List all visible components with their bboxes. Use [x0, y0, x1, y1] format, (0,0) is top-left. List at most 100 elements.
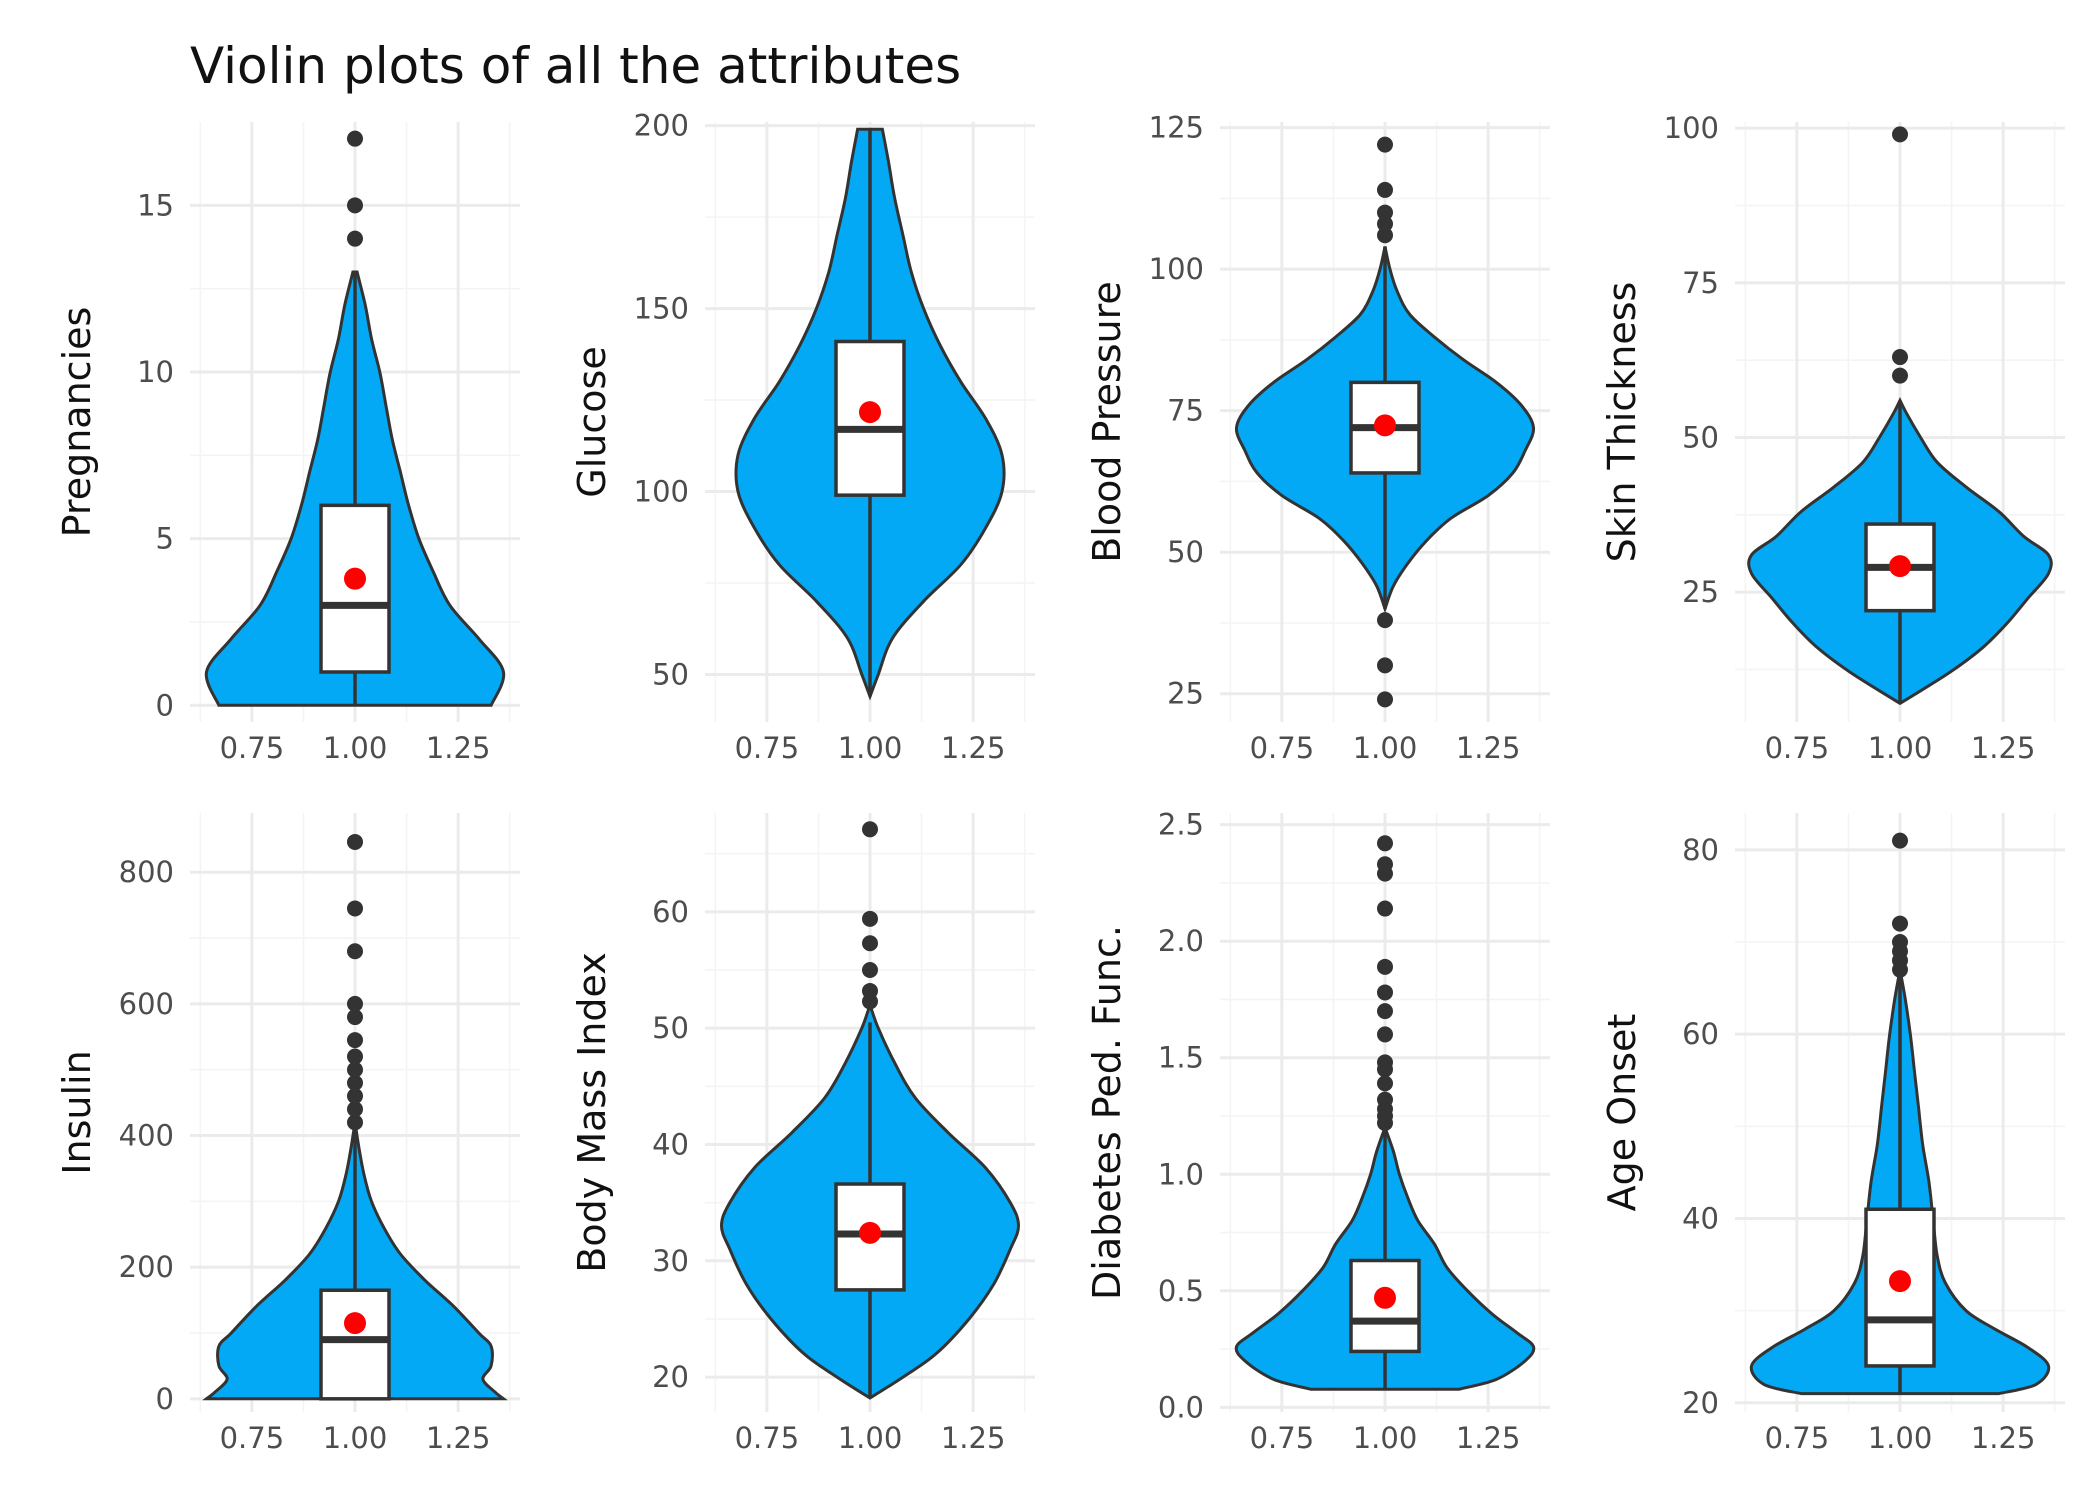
outlier-point: [1892, 367, 1908, 384]
y-tick-label: 50: [1167, 535, 1204, 569]
y-tick-label: 200: [119, 1250, 174, 1284]
y-tick-label: 40: [652, 1127, 689, 1161]
x-tick-label: 1.00: [838, 731, 903, 765]
outlier-point: [347, 1088, 363, 1105]
outlier-point: [862, 821, 878, 838]
y-tick-label: 600: [119, 987, 174, 1021]
outlier-point: [347, 1009, 363, 1026]
x-tick-label: 1.25: [1456, 731, 1521, 765]
y-tick-label: 20: [652, 1360, 689, 1394]
outlier-point: [1892, 126, 1908, 143]
mean-point: [859, 401, 881, 424]
box-iqr: [319, 503, 391, 674]
mean-point: [1374, 414, 1396, 437]
outlier-point: [1892, 915, 1908, 932]
x-tick-label: 1.00: [1868, 731, 1933, 765]
y-tick-label: 400: [119, 1119, 174, 1153]
outlier-point: [347, 833, 363, 850]
y-tick-label: 100: [1664, 111, 1719, 145]
y-tick-label: 100: [1149, 252, 1204, 286]
y-tick-label: 20: [1682, 1386, 1719, 1420]
y-tick-label: 125: [1149, 111, 1204, 145]
mean-point: [344, 567, 366, 590]
y-tick-label: 5: [156, 522, 174, 556]
outlier-point: [347, 943, 363, 960]
outlier-point: [347, 1061, 363, 1078]
outlier-point: [1377, 136, 1393, 153]
y-tick-label: 50: [1682, 420, 1719, 454]
y-tick-label: 100: [634, 475, 689, 509]
outlier-point: [1377, 181, 1393, 198]
chart-title: Violin plots of all the attributes: [190, 37, 961, 95]
panel-skin-thickness: 25 50 75 100 0.75 1.00 1.25 Skin Thickness: [1600, 111, 2065, 765]
outlier-point: [1892, 934, 1908, 951]
y-tick-label: 200: [634, 109, 689, 143]
x-tick-label: 1.25: [426, 1421, 491, 1455]
outlier-point: [347, 1114, 363, 1131]
y-tick-label: 0: [156, 688, 174, 722]
x-tick-label: 0.75: [1250, 1421, 1315, 1455]
outlier-point: [1377, 984, 1393, 1001]
y-tick-label: 75: [1167, 394, 1204, 428]
panel-diabetes-pedigree: 0.0 0.5 1.0 1.5 2.0 2.5 0.75 1.00 1.25 Diabetes P…: [1085, 808, 1550, 1455]
y-tick-label: 25: [1682, 575, 1719, 609]
x-tick-label: 0.75: [735, 731, 800, 765]
outlier-point: [1892, 349, 1908, 366]
outlier-point: [1377, 856, 1393, 873]
outlier-point: [862, 910, 878, 927]
mean-point: [1889, 555, 1911, 578]
outlier-point: [1377, 1075, 1393, 1092]
outlier-point: [347, 1032, 363, 1049]
x-tick-label: 0.75: [1765, 731, 1830, 765]
y-tick-label: 25: [1167, 677, 1204, 711]
outlier-point: [347, 230, 363, 247]
x-tick-label: 1.25: [941, 1421, 1006, 1455]
mean-point: [1889, 1270, 1911, 1293]
y-axis-label: Insulin: [55, 1050, 99, 1174]
y-tick-label: 0.0: [1158, 1390, 1204, 1424]
outlier-point: [1377, 612, 1393, 629]
y-axis-label: Pregnancies: [55, 307, 99, 538]
panel-pregnancies: 0 5 10 15 0.75 1.00 1.25 Pregnancies: [55, 122, 520, 765]
y-tick-label: 60: [1682, 1017, 1719, 1051]
y-axis-label: Diabetes Ped. Func.: [1085, 925, 1129, 1300]
outlier-point: [1377, 204, 1393, 221]
outlier-point: [1377, 900, 1393, 917]
outlier-point: [1377, 227, 1393, 244]
y-axis-label: Glucose: [570, 346, 614, 497]
panel-age-onset: 20 40 60 80 0.75 1.00 1.25 Age Onset: [1600, 813, 2065, 1455]
panel-body-mass-index: 20 30 40 50 60 0.75 1.00 1.25 Body Mass Index: [570, 813, 1035, 1455]
x-tick-label: 0.75: [735, 1421, 800, 1455]
outlier-point: [1377, 1091, 1393, 1108]
x-tick-label: 1.25: [1456, 1421, 1521, 1455]
outlier-point: [1377, 1054, 1393, 1071]
outlier-point: [1377, 691, 1393, 708]
y-axis-label: Age Onset: [1600, 1014, 1644, 1212]
outlier-point: [1377, 657, 1393, 674]
x-tick-label: 0.75: [220, 1421, 285, 1455]
outlier-point: [347, 197, 363, 214]
y-tick-label: 75: [1682, 266, 1719, 300]
panel-glucose: 50 100 150 200 0.75 1.00 1.25 Glucose: [570, 109, 1035, 765]
y-tick-label: 40: [1682, 1201, 1719, 1235]
outlier-point: [1377, 958, 1393, 975]
mean-point: [859, 1221, 881, 1244]
x-tick-label: 1.25: [941, 731, 1006, 765]
mean-point: [1374, 1286, 1396, 1309]
x-tick-label: 1.00: [323, 731, 388, 765]
y-tick-label: 80: [1682, 833, 1719, 867]
outlier-point: [347, 1074, 363, 1091]
y-tick-label: 1.5: [1158, 1041, 1204, 1075]
y-tick-label: 50: [652, 1011, 689, 1045]
outlier-point: [1892, 832, 1908, 849]
x-tick-label: 1.00: [1353, 731, 1418, 765]
outlier-point: [862, 962, 878, 979]
x-tick-label: 1.25: [1971, 1421, 2036, 1455]
outlier-point: [1377, 215, 1393, 232]
outlier-point: [1377, 1026, 1393, 1043]
x-tick-label: 0.75: [220, 731, 285, 765]
y-tick-label: 150: [634, 292, 689, 326]
x-tick-label: 0.75: [1765, 1421, 1830, 1455]
x-tick-label: 1.00: [323, 1421, 388, 1455]
